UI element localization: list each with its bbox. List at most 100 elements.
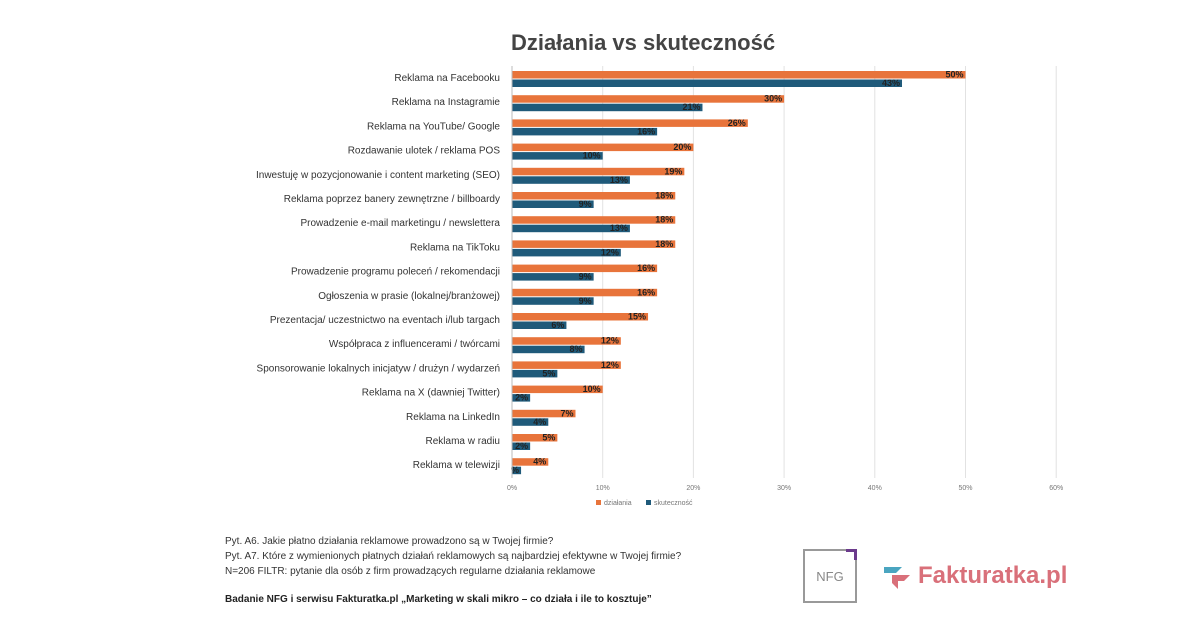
value-label: 9% (579, 296, 592, 306)
value-label: 10% (583, 384, 601, 394)
value-label: 16% (637, 263, 655, 273)
bar-działania (512, 361, 621, 369)
bar-skuteczność (512, 79, 903, 87)
category-label: Prowadzenie programu poleceń / rekomenda… (291, 267, 500, 278)
value-label: 4% (533, 417, 546, 427)
value-label: 9% (579, 199, 592, 209)
legend-label: działania (604, 500, 632, 507)
bar-działania (512, 409, 576, 418)
value-label: 16% (637, 126, 655, 136)
bar-działania (512, 337, 621, 345)
note-a7: Pyt. A7. Które z wymienionych płatnych d… (225, 551, 682, 562)
category-label: Reklama na Instagramie (392, 97, 501, 108)
value-label: 12% (601, 336, 619, 346)
category-label: Prowadzenie e-mail marketingu / newslett… (300, 218, 500, 229)
bar-działania (512, 167, 685, 176)
x-tick-label: 10% (596, 485, 610, 492)
value-label: 12% (601, 247, 619, 257)
bar-skuteczność (512, 321, 567, 329)
bar-działania (512, 71, 966, 79)
fakturatka-logo: Fakturatka.pl (882, 562, 1067, 590)
category-label: Prezentacja/ uczestnictwo na eventach i/… (270, 315, 500, 326)
nfg-logo-text: NFG (816, 568, 844, 584)
value-label: 26% (728, 118, 746, 128)
value-label: 16% (637, 287, 655, 297)
bar-działania (512, 264, 658, 273)
x-tick-label: 20% (686, 485, 700, 492)
category-label: Współpraca z influencerami / twórcami (329, 339, 500, 350)
bar-działania (512, 119, 748, 127)
bar-skuteczność (512, 273, 594, 281)
value-label: 7% (560, 408, 573, 418)
bar-skuteczność (512, 394, 531, 402)
bar-działania (512, 143, 694, 152)
x-tick-label: 30% (777, 485, 791, 492)
x-tick-label: 40% (868, 485, 882, 492)
value-label: 43% (882, 78, 900, 88)
value-label: 19% (664, 166, 682, 176)
value-label: 9% (579, 272, 592, 282)
x-tick-label: 60% (1049, 485, 1063, 492)
value-label: 6% (551, 320, 564, 330)
category-label: Rozdawanie ulotek / reklama POS (348, 146, 501, 157)
bar-skuteczność (512, 466, 522, 475)
bar-działania (512, 192, 676, 200)
value-label: 30% (764, 94, 782, 104)
bar-skuteczność (512, 248, 621, 257)
bar-skuteczność (512, 297, 594, 305)
category-label: Reklama na LinkedIn (406, 412, 500, 423)
value-label: 18% (655, 215, 673, 225)
category-label: Reklama na TikToku (410, 242, 500, 253)
category-label: Ogłoszenia w prasie (lokalnej/branżowej) (318, 291, 500, 302)
fakturatka-logo-text: Fakturatka.pl (918, 562, 1068, 589)
category-label: Reklama w telewizji (413, 460, 500, 471)
note-filter: N=206 FILTR: pytanie dla osób z firm pro… (225, 566, 596, 577)
value-label: 12% (601, 360, 619, 370)
bar-działania (512, 216, 676, 224)
value-label: % (511, 465, 519, 475)
value-label: 10% (583, 151, 601, 161)
value-label: 50% (945, 70, 963, 80)
bar-skuteczność (512, 369, 558, 378)
x-tick-label: 50% (958, 485, 972, 492)
bar-działania (512, 288, 658, 297)
category-label: Reklama poprzez banery zewnętrzne / bill… (284, 194, 500, 205)
value-label: 2% (515, 393, 528, 403)
value-label: 2% (515, 441, 528, 451)
bar-skuteczność (512, 176, 630, 184)
value-label: 8% (570, 344, 583, 354)
fakturatka-logo-icon (884, 567, 910, 589)
category-label: Reklama na YouTube/ Google (367, 121, 500, 132)
value-label: 5% (542, 433, 555, 443)
bar-działania (512, 313, 649, 321)
value-label: 21% (682, 102, 700, 112)
category-label: Inwestuję w pozycjonowanie i content mar… (256, 170, 500, 181)
value-label: 4% (533, 457, 546, 467)
legend-label: skuteczność (654, 500, 693, 507)
category-label: Reklama w radiu (426, 436, 500, 447)
value-label: 20% (673, 142, 691, 152)
bar-skuteczność (512, 224, 630, 233)
value-label: 18% (655, 191, 673, 201)
bar-skuteczność (512, 442, 531, 450)
category-label: Reklama na X (dawniej Twitter) (362, 388, 500, 399)
bar-działania (512, 458, 549, 466)
x-tick-label: 0% (507, 485, 517, 492)
legend-swatch (596, 500, 601, 505)
nfg-logo: NFG (803, 549, 857, 603)
value-label: 15% (628, 312, 646, 322)
value-label: 13% (610, 175, 628, 185)
bar-skuteczność (512, 200, 594, 208)
bar-chart: 0% 10% 20% 30% 40% 50% 60% Reklama na Facebooku… (256, 66, 1063, 507)
study-caption: Badanie NFG i serwisu Fakturatka.pl „Mar… (225, 594, 652, 605)
bar-skuteczność (512, 345, 585, 354)
bar-skuteczność (512, 152, 603, 160)
category-label: Sponsorowanie lokalnych inicjatyw / druż… (257, 363, 500, 374)
value-label: 5% (542, 368, 555, 378)
value-label: 13% (610, 223, 628, 233)
legend-swatch (646, 500, 651, 505)
bar-skuteczność (512, 103, 703, 112)
note-a6: Pyt. A6. Jakie płatno działania reklamow… (225, 536, 554, 547)
bar-działania (512, 95, 785, 103)
category-label: Reklama na Facebooku (394, 73, 500, 84)
